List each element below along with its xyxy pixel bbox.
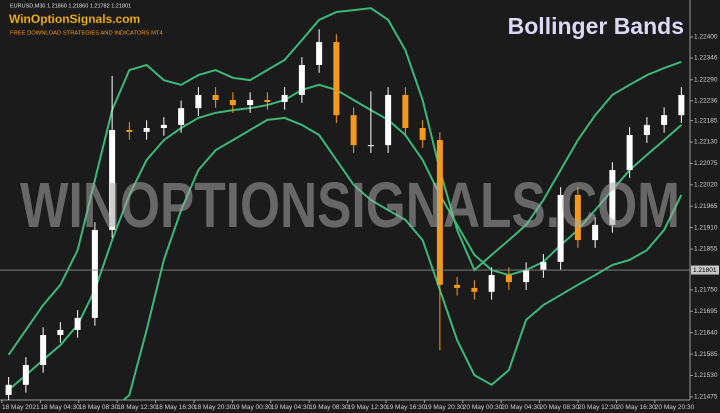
bollinger-band [122, 116, 683, 400]
candle-body [143, 128, 150, 132]
candle-body [126, 129, 133, 132]
candle-body [350, 115, 357, 146]
candle-body [419, 128, 426, 141]
candle-body [264, 100, 271, 102]
y-tick-label: 1.21640 [694, 329, 718, 336]
x-tick-label: 18 May 12:30 [117, 404, 157, 411]
candle-body [195, 94, 202, 109]
y-tick-label: 1.21585 [694, 351, 718, 358]
candle-body [678, 94, 685, 116]
candle-body [436, 140, 443, 285]
y-tick-label: 1.22290 [694, 76, 718, 83]
candle-body [333, 42, 340, 116]
y-tick-label: 1.21475 [694, 394, 718, 401]
candle-body [247, 100, 254, 106]
candle-body [557, 194, 564, 262]
x-tick-label: 20 May 00:30 [463, 404, 503, 411]
candle-body [523, 270, 530, 283]
x-tick-label: 19 May 12:30 [348, 404, 388, 411]
candle-body [74, 317, 81, 330]
candle-body [626, 135, 633, 171]
candle-body [229, 100, 236, 106]
candle-body [22, 364, 29, 385]
candle-body [281, 94, 288, 102]
candle-body [540, 261, 547, 271]
bollinger-band [7, 7, 682, 356]
y-tick-label: 1.22346 [694, 55, 718, 62]
x-tick-label: 19 May 20:30 [424, 404, 464, 411]
candle-body [109, 129, 116, 230]
candle-body [454, 284, 461, 288]
y-tick-label: 1.22236 [694, 97, 718, 104]
candle-body [574, 194, 581, 241]
y-tick-label: 1.21750 [694, 287, 718, 294]
candle-body [160, 124, 167, 129]
x-tick-label: 18 May 20:30 [194, 404, 234, 411]
plot-area [5, 7, 685, 400]
y-tick-label: 1.21695 [694, 308, 718, 315]
y-tick-label: 1.22185 [694, 117, 718, 124]
candle-body [91, 229, 98, 318]
symbol-info: EURUSD,M30 1.21860 1.21860 1.21782 1.218… [10, 3, 131, 9]
candle-body [505, 275, 512, 283]
last-price-label: 1.21801 [693, 267, 717, 274]
brand-tagline: FREE DOWNLOAD STRATEGIES AND INDICATORS … [10, 31, 163, 37]
y-tick-label: 1.22400 [694, 34, 718, 41]
watermark: WINOPTIONSIGNALS.COM [20, 169, 680, 241]
candle-body [661, 115, 668, 125]
x-tick-label: 18 May 04:30 [40, 404, 80, 411]
candle-body [471, 287, 478, 292]
candle-body [592, 224, 599, 241]
y-tick-label: 1.22130 [694, 139, 718, 146]
candle-body [367, 145, 374, 147]
y-tick-label: 1.21910 [694, 224, 718, 231]
y-tick-label: 1.22075 [694, 160, 718, 167]
candle-body [316, 42, 323, 65]
x-tick-label: 20 May 04:30 [501, 404, 541, 411]
x-tick-label: 20 May 12:30 [578, 404, 618, 411]
y-tick-label: 1.21965 [694, 203, 718, 210]
x-tick-label: 18 May 08:30 [79, 404, 119, 411]
chart-title: Bollinger Bands [508, 13, 684, 39]
last-price-box [691, 265, 719, 275]
x-tick-label: 19 May 04:30 [271, 404, 311, 411]
candle-body [643, 124, 650, 136]
x-tick-label: 18 May 16:30 [156, 404, 196, 411]
x-tick-label: 19 May 08:30 [309, 404, 349, 411]
candle-body [402, 94, 409, 129]
candle-body [5, 384, 12, 395]
candle-body [57, 329, 64, 336]
x-tick-label: 20 May 20:30 [655, 404, 695, 411]
candle-body [40, 335, 47, 365]
candle-body [609, 170, 616, 225]
y-tick-label: 1.21855 [694, 246, 718, 253]
candle-body [488, 275, 495, 292]
bollinger-band [7, 83, 683, 391]
brand: WinOptionSignals.com [9, 12, 140, 26]
candle-body [178, 108, 185, 125]
x-tick-label: 20 May 08:30 [540, 404, 580, 411]
candle-body [212, 94, 219, 100]
x-tick-label: 19 May 00:30 [232, 404, 272, 411]
y-tick-label: 1.21530 [694, 372, 718, 379]
candle-body [385, 94, 392, 146]
x-tick-label: 20 May 16:30 [616, 404, 656, 411]
y-tick-label: 1.22020 [694, 182, 718, 189]
candle-body [298, 64, 305, 95]
x-tick-label: 18 May 2021 [2, 404, 40, 411]
x-tick-label: 19 May 16:30 [386, 404, 426, 411]
